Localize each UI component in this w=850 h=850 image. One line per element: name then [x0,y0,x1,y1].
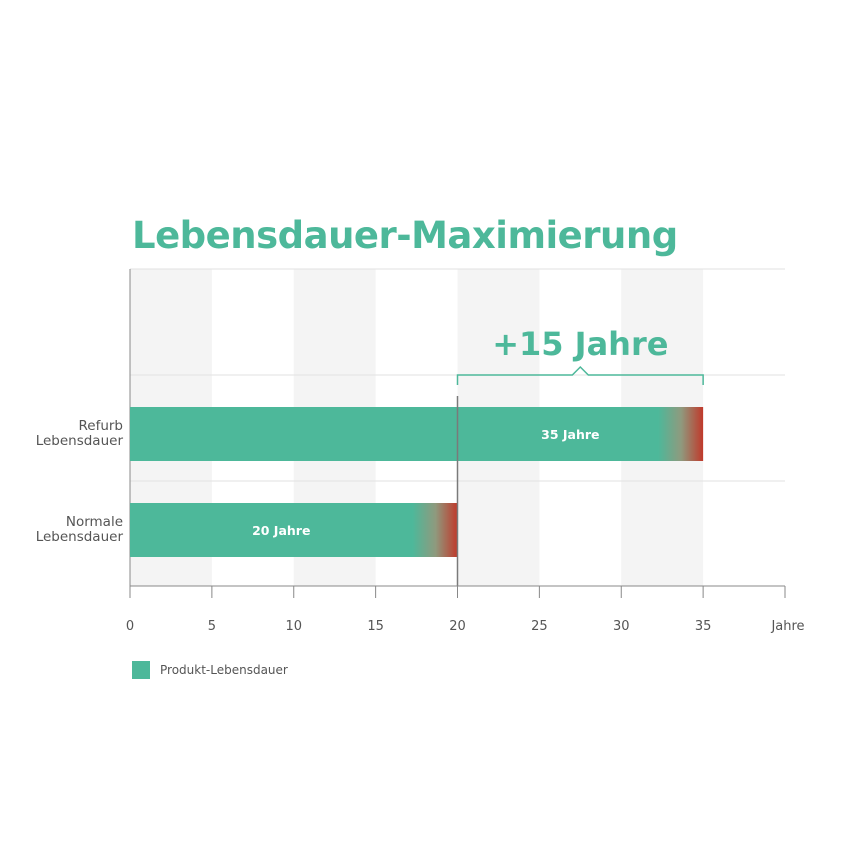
bar-normale-lebensdauer [130,503,458,557]
bar-value-label: 35 Jahre [541,427,599,442]
x-axis-label: Jahre [770,619,804,634]
bar-refurb-lebensdauer [130,407,704,461]
legend-swatch [132,661,150,679]
legend: Produkt-Lebensdauer [132,661,288,679]
category-labels: Refurb Lebensdauer Normale Lebensdauer [36,418,124,545]
category-label: Normale Lebensdauer [36,514,124,545]
x-tick-label: 0 [126,619,134,634]
x-tick-label: 20 [449,619,466,634]
bars: 35 Jahre 20 Jahre [130,407,704,557]
x-tick-label: 30 [613,619,630,634]
bar-value-label: 20 Jahre [252,523,310,538]
legend-label: Produkt-Lebensdauer [160,663,288,677]
x-tick-label: 10 [285,619,302,634]
annotation: +15 Jahre [456,325,704,385]
chart-title: Lebensdauer-Maximierung [132,214,678,257]
x-tick-label: 35 [695,619,712,634]
annotation-bracket [456,365,704,385]
category-label: Refurb Lebensdauer [36,418,124,449]
x-tick-label: 25 [531,619,548,634]
x-tick-label: 5 [208,619,216,634]
annotation-label: +15 Jahre [492,325,668,363]
x-axis: 0 5 10 15 20 25 30 35 Jahre [126,585,805,634]
x-tick-label: 15 [367,619,384,634]
